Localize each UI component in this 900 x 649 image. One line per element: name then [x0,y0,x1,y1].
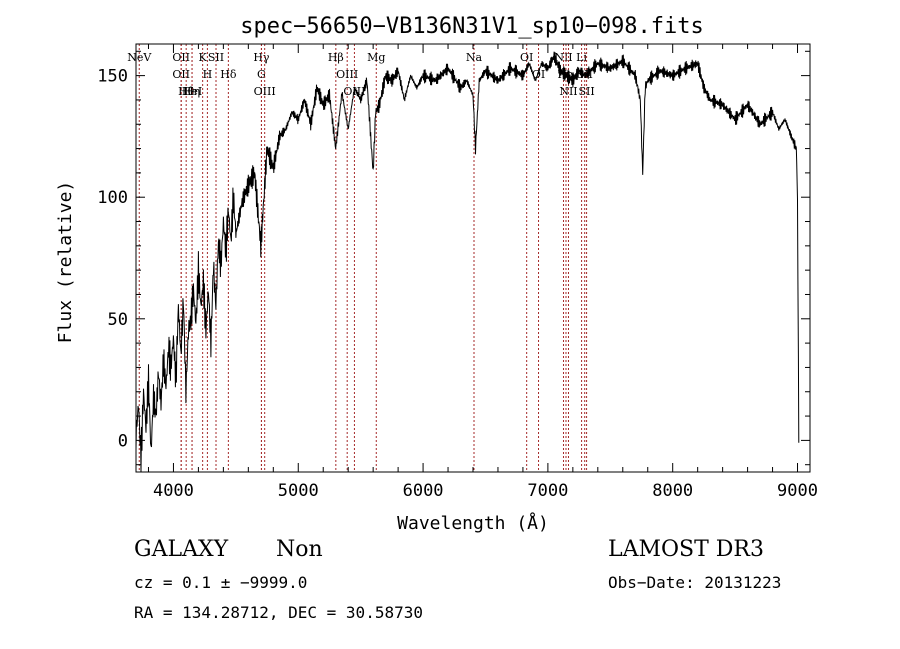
x-axis-label: Wavelength (Å) [397,512,549,534]
object-subclass: Non [276,537,323,562]
spectrum-line [135,51,800,473]
y-tick-label: 150 [97,67,128,87]
survey-name: LAMOST DR3 [608,537,764,562]
y-tick-label: 50 [108,310,128,330]
redshift-text: cz = 0.1 ± −9999.0 [134,573,308,592]
marker-label: OIII [254,85,276,98]
marker-label: Hη [184,85,200,98]
x-tick-label: 9000 [777,481,818,501]
marker-label: Hβ [328,51,344,64]
marker-label: Mg [367,51,385,64]
marker-label: K [199,51,208,64]
marker-label: OIII [336,68,358,81]
plot-frame [135,43,811,473]
x-tick-label: 4000 [153,481,194,501]
obs-date: Obs−Date: 20131223 [608,573,782,592]
marker-label: NII [559,85,577,98]
marker-label: Hδ [220,68,237,81]
marker-label: Li [576,51,587,64]
coordinates: RA = 134.28712, DEC = 30.58730 [134,603,423,622]
marker-label: H [203,68,213,81]
marker-label: OII [172,68,190,81]
x-tick-label: 5000 [278,481,319,501]
chart-title: spec−56650−VB136N31V1_sp10−098.fits [240,14,704,39]
marker-label: G [257,68,266,81]
x-tick-label: 8000 [652,481,693,501]
spectral-line-markers: NeV OIIOIIHθHeIHηKHSIIHδHγGOIIIHβOIIIOIII… [127,44,595,472]
marker-label: Hθ [178,85,195,98]
object-class: GALAXY [134,537,229,562]
marker-label: NeV [127,51,152,64]
marker-label: OI [532,68,545,81]
axis-ticks: 4000 5000 6000 7000 8000 9000 0 50 100 150 [97,44,818,501]
x-tick-label: 7000 [527,481,568,501]
marker-label: SII [578,85,594,98]
y-tick-label: 0 [118,431,128,451]
y-axis-label: Flux (relative) [55,181,76,344]
y-tick-label: 100 [97,188,128,208]
x-tick-label: 6000 [403,481,444,501]
marker-label: HeI [182,85,202,98]
marker-label: SII [208,51,224,64]
marker-label: OI [520,51,533,64]
marker-label: Na [466,51,483,64]
